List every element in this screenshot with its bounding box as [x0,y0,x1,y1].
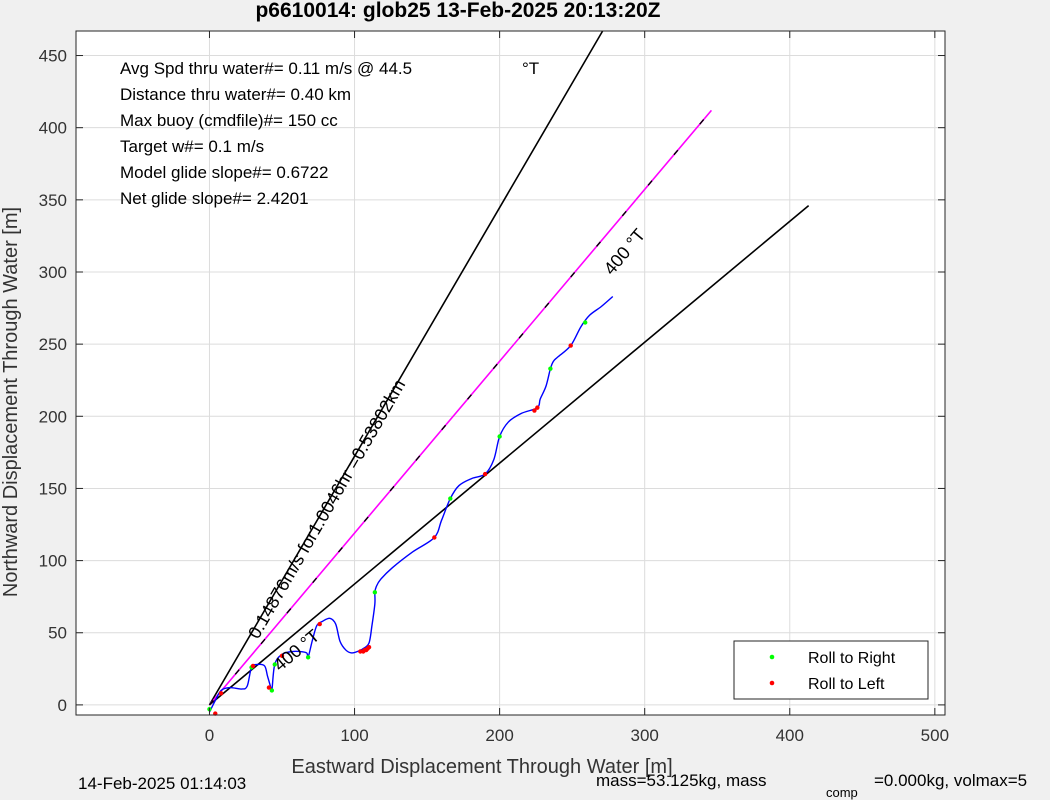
roll-left-point [218,691,224,696]
footer-timestamp: 14-Feb-2025 01:14:03 [78,774,246,793]
track-line [208,295,614,713]
annotation-degrees-true: °T [522,59,539,78]
y-axis-label: Northward Displacement Through Water [m] [0,207,22,597]
y-tick-label: 450 [39,47,67,66]
y-tick-label: 200 [39,407,67,426]
x-tick-label: 200 [485,726,513,745]
footer-mass: mass=53.125kg, mass [596,771,767,790]
roll-right-point [272,662,277,667]
roll-right-point [372,590,378,595]
roll-left-point [279,653,285,659]
track [208,295,614,713]
reference-line-center-heading [208,109,713,706]
roll-left-point [535,405,540,410]
y-tick-label: 300 [39,263,67,282]
legend-marker-roll-right [769,654,775,660]
reference-line-bound-left [208,30,604,706]
legend-box [733,640,929,700]
reference-lines [208,30,810,706]
y-tick-label: 100 [39,552,67,571]
roll-left-point [432,535,437,540]
annotation-model-glide: Model glide slope#= 0.6722 [120,163,328,182]
roll-left-point [366,644,372,650]
annotation-distance: Distance thru water#= 0.40 km [120,85,351,104]
roll-right-point [448,496,453,501]
roll-right-point [583,320,588,325]
roll-left-point [568,343,573,348]
y-tick-label: 250 [39,335,67,354]
x-tick-label: 400 [776,726,804,745]
axis-ticks: 0 100 200 300 400 500 0 50 100 150 200 250 300 350 400… [39,31,949,745]
reference-line-bound-right [208,204,810,706]
y-tick-label: 0 [58,696,67,715]
x-tick-label: 500 [921,726,949,745]
roll-left-point [266,685,272,690]
grid [76,31,945,715]
roll-left-point [317,621,322,627]
y-tick-label: 400 [39,119,67,138]
x-tick-label: 100 [340,726,368,745]
y-tick-label: 50 [48,624,67,643]
legend: Roll to Right Roll to Left [733,640,929,700]
legend-label-roll-left: Roll to Left [808,676,885,693]
roll-left-point [532,408,537,413]
legend-marker-roll-left [769,680,775,686]
roll-right-point [497,434,502,439]
annotation-avg-speed: Avg Spd thru water#= 0.11 m/s @ 44.5 [120,59,412,78]
legend-label-roll-right: Roll to Right [808,650,896,667]
roll-left-point [250,663,256,669]
footer-volmax: =0.000kg, volmax=5 [874,771,1027,790]
roll-right-point [269,688,275,693]
plot-area [76,31,945,715]
annotation-net-glide: Net glide slope#= 2.4201 [120,189,309,208]
roll-right-point [305,655,311,660]
chart-title: p6610014: glob25 13-Feb-2025 20:13:20Z [255,0,660,22]
y-tick-label: 350 [39,191,67,210]
roll-left-point [482,471,488,477]
roll-right-point [548,366,553,371]
footer-mass-subscript: comp [826,785,858,800]
y-tick-label: 150 [39,479,67,498]
x-tick-label: 0 [205,726,214,745]
x-tick-label: 300 [631,726,659,745]
plot-frame [75,30,946,716]
annotation-max-buoy: Max buoy (cmdfile)#= 150 cc [120,111,338,130]
x-axis-label: Eastward Displacement Through Water [m] [291,756,672,778]
annotation-target-w: Target w#= 0.1 m/s [120,137,264,156]
